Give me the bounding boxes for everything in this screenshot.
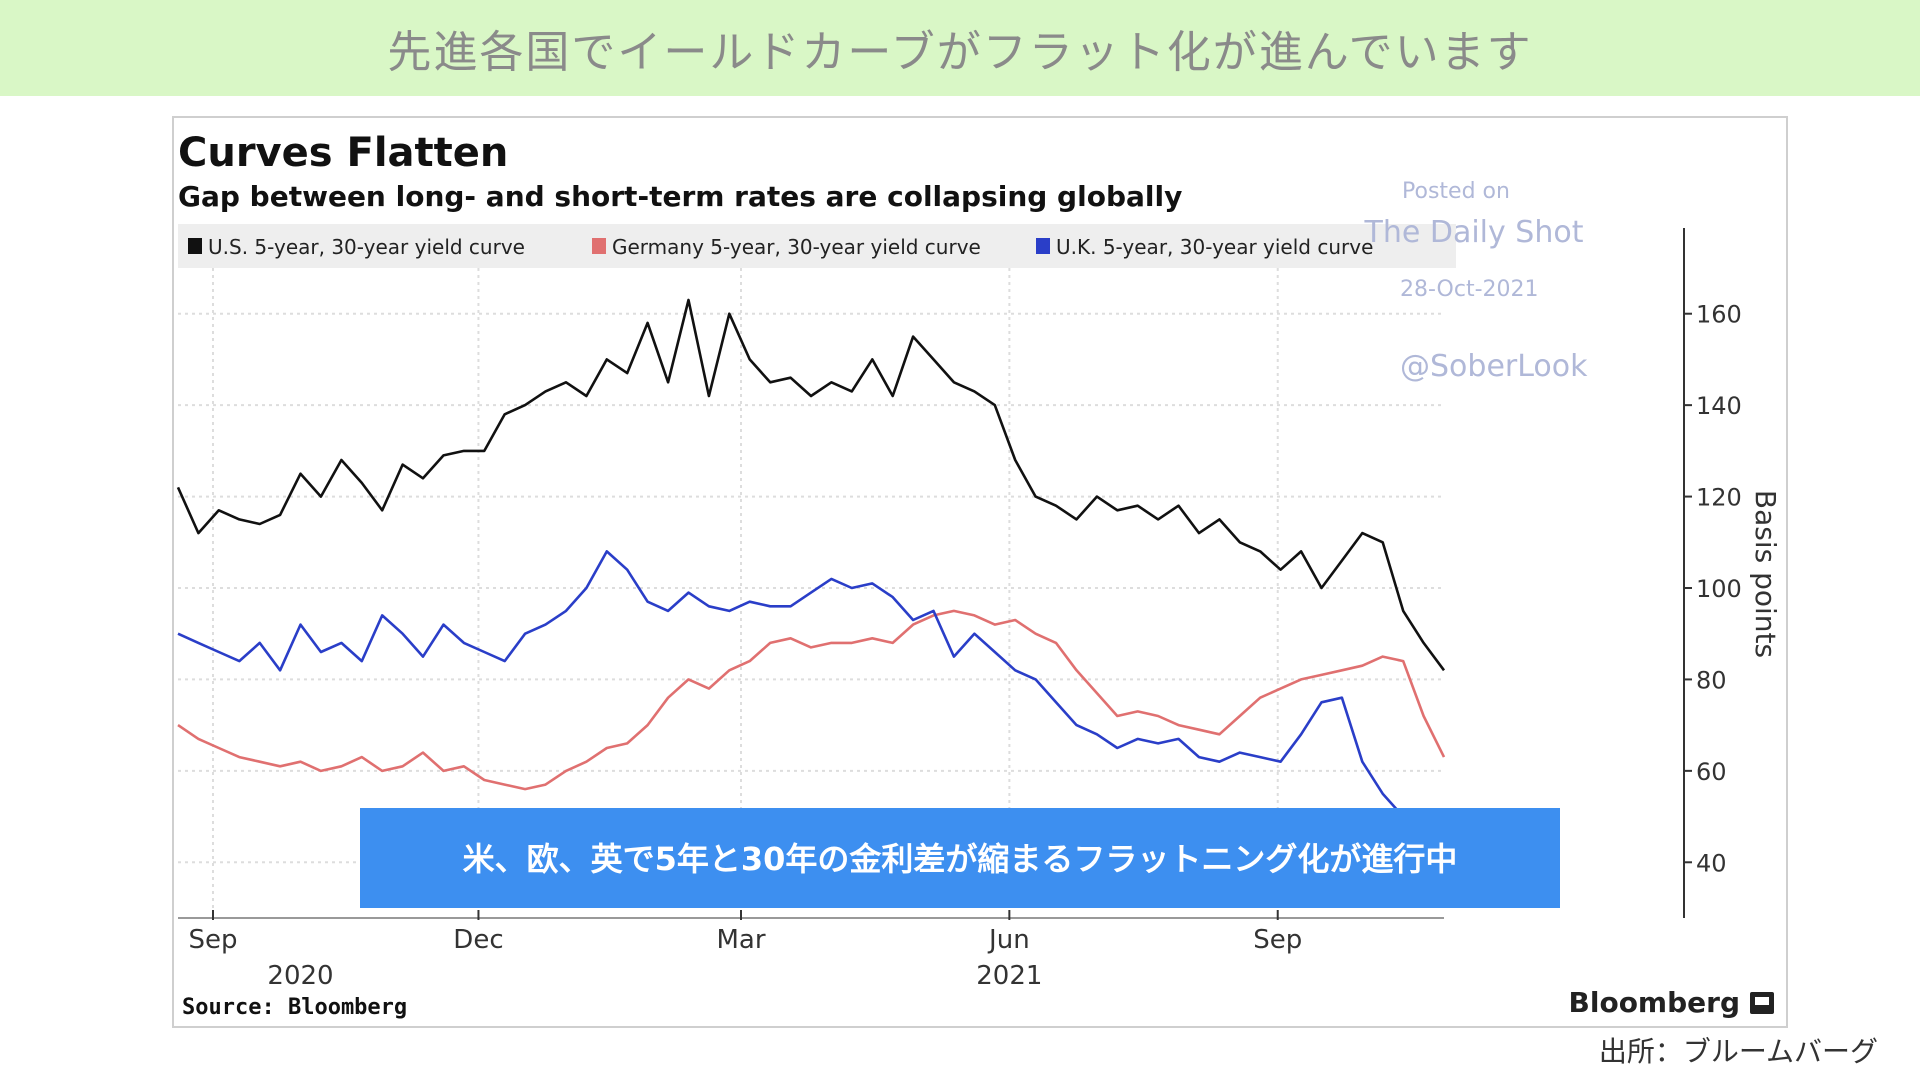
series-group: [176, 298, 1446, 850]
legend: U.S. 5-year, 30-year yield curve Germany …: [188, 235, 1373, 259]
chart-frame: Curves Flatten Gap between long- and sho…: [172, 116, 1788, 1028]
y-tick-label: 160: [1696, 301, 1742, 329]
y-axis: 40 60 80 100 120 140 160: [1683, 228, 1742, 918]
x-tick-label: Mar: [716, 925, 765, 955]
chart-subtitle: Gap between long- and short-term rates a…: [178, 180, 1182, 213]
y-tick-label: 100: [1696, 575, 1742, 603]
legend-swatch-0: [188, 238, 202, 254]
callout-text: 米、欧、英で5年と30年の金利差が縮まるフラットニング化が進行中: [463, 840, 1458, 878]
x-tick-label: Dec: [453, 925, 503, 955]
legend-label-2: U.K. 5-year, 30-year yield curve: [1056, 235, 1373, 259]
banner-title: 先進各国でイールドカーブがフラット化が進んでいます: [387, 27, 1533, 78]
watermark-posted: Posted on: [1402, 179, 1510, 204]
source-label: Source: Bloomberg: [182, 995, 407, 1020]
legend-swatch-1: [592, 238, 606, 254]
legend-box: [178, 224, 1456, 268]
series-line-1: [177, 609, 1446, 791]
y-axis-label: Basis points: [1749, 490, 1782, 658]
x-tick-label: Sep: [1253, 925, 1302, 955]
x-tick-label: Jun: [987, 925, 1030, 955]
top-banner: 先進各国でイールドカーブがフラット化が進んでいます: [0, 0, 1920, 96]
terminal-icon: [1750, 992, 1774, 1014]
x-axis: Sep Dec Mar Jun Sep 2020 2021: [178, 910, 1444, 991]
legend-swatch-2: [1036, 238, 1050, 254]
x-year-label: 2020: [267, 961, 333, 991]
y-tick-label: 40: [1696, 849, 1727, 877]
series-line-2: [177, 550, 1445, 850]
y-tick-label: 60: [1696, 758, 1727, 786]
y-tick-label: 140: [1696, 392, 1742, 420]
source-credit: 出所：ブルームバーグ: [1598, 1035, 1878, 1068]
y-tick-label: 80: [1696, 666, 1727, 694]
y-tick-label: 120: [1696, 484, 1742, 512]
watermark-site: The Daily Shot: [1364, 215, 1584, 250]
x-year-label: 2021: [976, 961, 1042, 991]
watermark: Posted on The Daily Shot 28-Oct-2021 @So…: [1364, 179, 1589, 384]
watermark-handle: @SoberLook: [1400, 349, 1588, 384]
x-tick-label: Sep: [188, 925, 237, 955]
legend-label-0: U.S. 5-year, 30-year yield curve: [208, 235, 525, 259]
callout-box: [360, 808, 1560, 908]
chart: Curves Flatten Gap between long- and sho…: [176, 130, 1782, 1020]
watermark-date: 28-Oct-2021: [1400, 277, 1539, 302]
chart-title: Curves Flatten: [178, 130, 508, 176]
series-line-0: [176, 298, 1446, 672]
legend-label-1: Germany 5-year, 30-year yield curve: [612, 235, 981, 259]
brand-label: Bloomberg: [1569, 986, 1740, 1019]
